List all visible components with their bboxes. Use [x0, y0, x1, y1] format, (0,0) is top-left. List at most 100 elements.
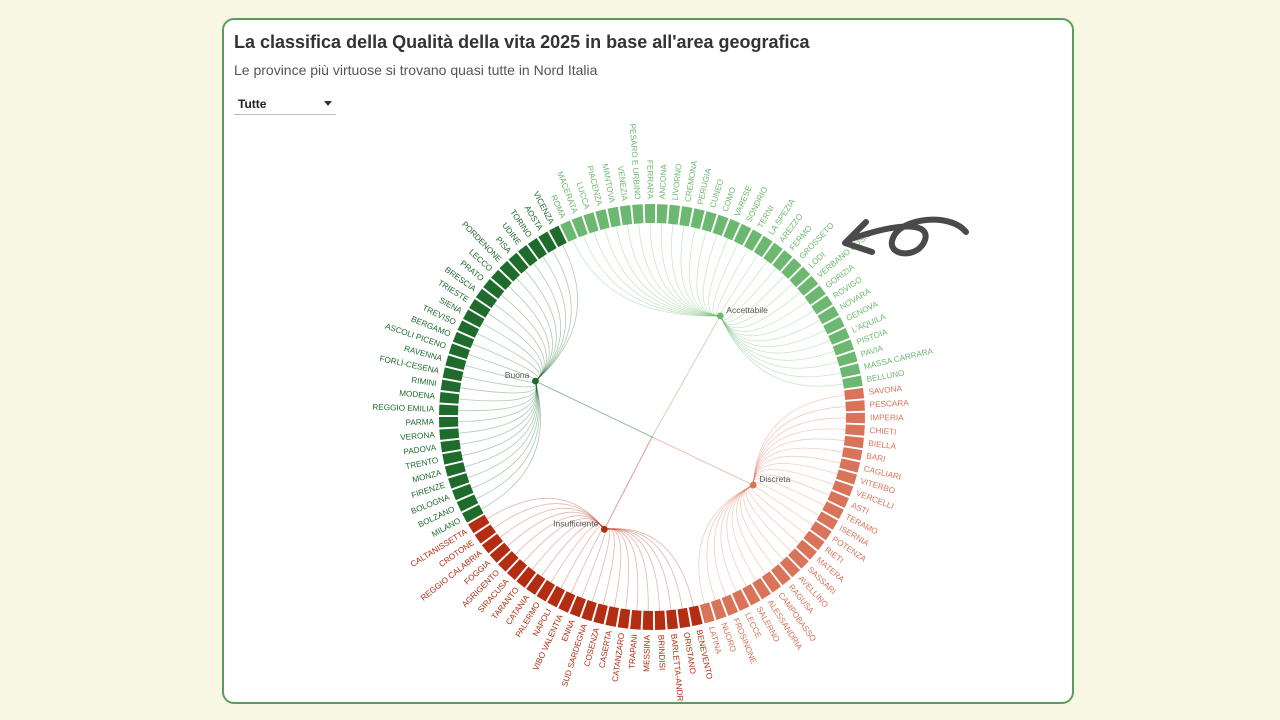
- province-segment[interactable]: [619, 205, 633, 226]
- province-segment[interactable]: [763, 242, 783, 264]
- province-segment[interactable]: [595, 209, 610, 230]
- province-segment[interactable]: [788, 548, 809, 569]
- province-segment[interactable]: [828, 328, 850, 345]
- province-segment[interactable]: [452, 483, 474, 501]
- province-segment[interactable]: [439, 428, 460, 440]
- province-segment[interactable]: [444, 462, 466, 477]
- province-segment[interactable]: [822, 501, 844, 519]
- province-segment[interactable]: [772, 250, 793, 272]
- province-segment[interactable]: [468, 514, 490, 534]
- province-segment[interactable]: [583, 212, 599, 234]
- province-segment[interactable]: [439, 392, 460, 404]
- province-segment[interactable]: [839, 363, 861, 378]
- province-segment[interactable]: [752, 577, 771, 600]
- group-node[interactable]: [716, 312, 724, 320]
- province-segment[interactable]: [844, 387, 865, 400]
- province-segment[interactable]: [690, 208, 705, 230]
- province-segment[interactable]: [462, 504, 484, 523]
- province-segment[interactable]: [644, 204, 656, 224]
- province-segment[interactable]: [549, 225, 567, 248]
- province-segment[interactable]: [642, 610, 654, 630]
- province-segment[interactable]: [440, 439, 461, 453]
- province-segment[interactable]: [679, 206, 693, 227]
- province-segment[interactable]: [506, 559, 528, 580]
- area-filter-dropdown[interactable]: Tutte: [234, 94, 336, 115]
- province-segment[interactable]: [823, 316, 845, 335]
- province-segment[interactable]: [732, 589, 750, 612]
- province-segment[interactable]: [827, 490, 849, 508]
- province-segment[interactable]: [560, 220, 578, 242]
- province-segment[interactable]: [789, 266, 811, 288]
- province-segment[interactable]: [526, 573, 546, 595]
- province-segment[interactable]: [841, 447, 863, 461]
- province-segment[interactable]: [593, 603, 608, 625]
- province-segment[interactable]: [839, 458, 861, 473]
- province-segment[interactable]: [836, 351, 858, 367]
- province-segment[interactable]: [668, 204, 681, 225]
- province-segment[interactable]: [845, 424, 865, 436]
- province-segment[interactable]: [742, 584, 761, 606]
- province-segment[interactable]: [816, 511, 839, 530]
- province-segment[interactable]: [481, 533, 504, 554]
- province-segment[interactable]: [439, 416, 459, 428]
- province-segment[interactable]: [699, 602, 715, 624]
- province-segment[interactable]: [832, 480, 854, 497]
- province-segment[interactable]: [617, 608, 631, 629]
- province-segment[interactable]: [804, 285, 826, 305]
- province-segment[interactable]: [571, 216, 588, 238]
- province-segment[interactable]: [547, 585, 566, 608]
- province-segment[interactable]: [630, 609, 642, 630]
- province-segment[interactable]: [845, 412, 865, 424]
- province-segment[interactable]: [803, 530, 825, 551]
- province-segment[interactable]: [536, 580, 556, 602]
- province-segment[interactable]: [761, 571, 782, 593]
- province-segment[interactable]: [489, 542, 511, 563]
- province-segment[interactable]: [516, 566, 537, 588]
- province-segment[interactable]: [456, 494, 479, 512]
- province-segment[interactable]: [753, 235, 773, 258]
- province-segment[interactable]: [448, 473, 470, 489]
- province-segment[interactable]: [843, 435, 864, 449]
- province-segment[interactable]: [498, 551, 519, 572]
- group-node[interactable]: [600, 525, 608, 533]
- province-segment[interactable]: [710, 598, 727, 620]
- province-segment[interactable]: [445, 355, 467, 371]
- province-segment[interactable]: [605, 606, 619, 627]
- province-segment[interactable]: [508, 252, 529, 274]
- province-segment[interactable]: [656, 204, 668, 224]
- province-segment[interactable]: [452, 331, 475, 349]
- province-segment[interactable]: [569, 595, 586, 618]
- province-segment[interactable]: [845, 400, 865, 412]
- province-segment[interactable]: [491, 269, 512, 290]
- group-node[interactable]: [531, 377, 539, 385]
- province-segment[interactable]: [832, 339, 855, 356]
- province-segment[interactable]: [842, 375, 863, 389]
- province-segment[interactable]: [701, 211, 717, 233]
- province-segment[interactable]: [518, 245, 538, 267]
- province-segment[interactable]: [811, 295, 833, 315]
- group-node[interactable]: [749, 481, 757, 489]
- province-segment[interactable]: [439, 404, 459, 416]
- province-segment[interactable]: [527, 237, 547, 260]
- province-segment[interactable]: [442, 450, 463, 465]
- province-segment[interactable]: [632, 204, 644, 224]
- province-segment[interactable]: [781, 258, 802, 279]
- province-segment[interactable]: [743, 229, 763, 251]
- province-segment[interactable]: [558, 591, 576, 613]
- province-segment[interactable]: [474, 524, 496, 544]
- province-segment[interactable]: [475, 288, 498, 308]
- province-segment[interactable]: [654, 610, 666, 630]
- province-segment[interactable]: [607, 206, 621, 228]
- province-segment[interactable]: [457, 320, 480, 338]
- province-segment[interactable]: [499, 260, 520, 282]
- province-segment[interactable]: [440, 379, 462, 393]
- province-segment[interactable]: [796, 539, 817, 560]
- province-segment[interactable]: [835, 469, 858, 485]
- province-segment[interactable]: [771, 564, 791, 586]
- province-segment[interactable]: [581, 600, 597, 622]
- province-segment[interactable]: [538, 231, 557, 253]
- province-segment[interactable]: [712, 214, 729, 236]
- province-segment[interactable]: [666, 609, 679, 630]
- province-segment[interactable]: [463, 309, 485, 328]
- province-segment[interactable]: [442, 367, 464, 382]
